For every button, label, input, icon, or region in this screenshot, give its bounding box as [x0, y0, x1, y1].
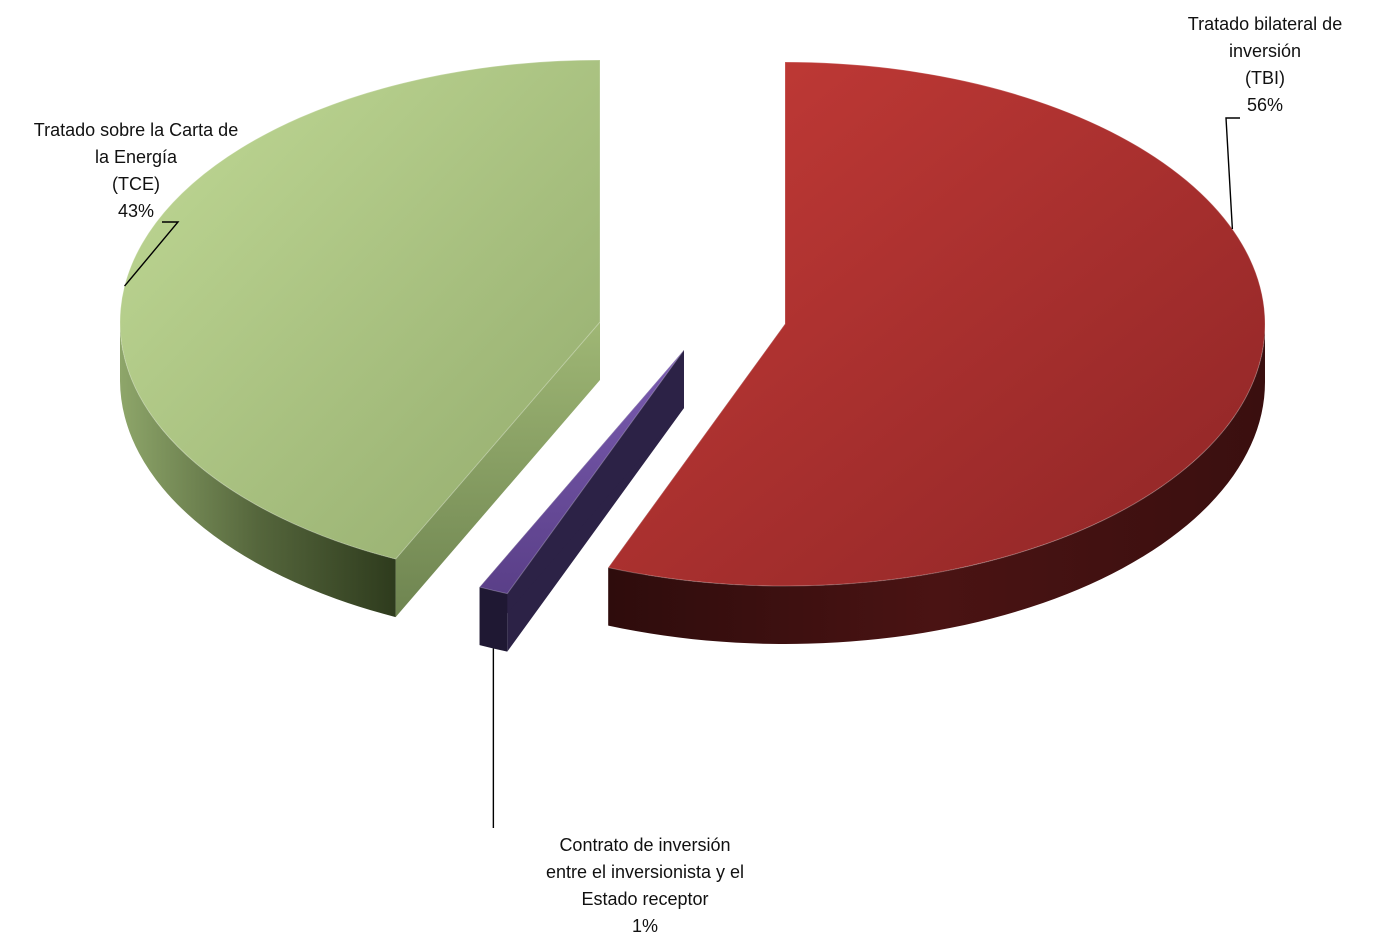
label-line: Tratado sobre la Carta de [33, 120, 239, 140]
label-line: (TBI) [1245, 68, 1285, 88]
slice-label-tce: Tratado sobre la Carta de la Energía (TC… [0, 117, 272, 225]
label-line: entre el inversionista y el [545, 862, 745, 882]
leader-line-tbi [1225, 117, 1240, 230]
pie-slice-contrato [478, 349, 685, 652]
label-line: Contrato de inversión [559, 835, 731, 855]
slice-wall [395, 322, 600, 618]
slice-label-tbi: Tratado bilateral de inversión (TBI) 56% [1160, 11, 1370, 119]
percent-label: 56% [1246, 95, 1284, 115]
label-line: la Energía [94, 147, 178, 167]
label-line: Estado receptor [581, 889, 709, 909]
slice-side [120, 322, 396, 618]
label-line: inversión [1228, 41, 1302, 61]
percent-label: 1% [631, 916, 658, 936]
slice-side [608, 324, 1265, 644]
pie-slice-tbi [607, 61, 1266, 644]
label-line: Tratado bilateral de [1187, 14, 1343, 34]
slice-label-contrato: Contrato de inversión entre el inversion… [510, 832, 780, 940]
label-line: (TCE) [112, 174, 160, 194]
leader-line-tce [124, 221, 180, 287]
slice-wall [479, 350, 684, 646]
pie-slices [119, 59, 1266, 652]
slice-side [479, 587, 508, 652]
slice-top [478, 349, 685, 595]
percent-label: 43% [117, 201, 155, 221]
pie-slice-tce [119, 59, 601, 618]
slice-top [607, 61, 1266, 587]
slice-top [119, 59, 601, 560]
leader-lines [124, 117, 1240, 828]
